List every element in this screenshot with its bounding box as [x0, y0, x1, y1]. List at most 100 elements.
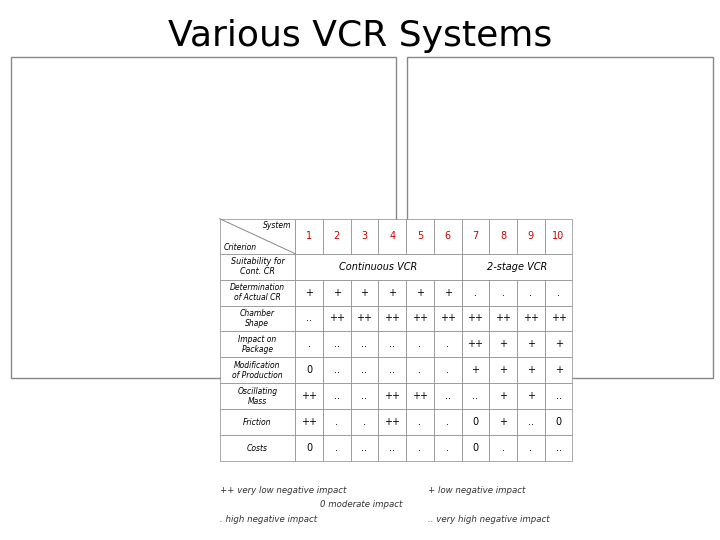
Text: .. very high negative impact: .. very high negative impact	[428, 515, 550, 524]
Text: ++: ++	[384, 314, 400, 323]
Bar	[517, 383, 545, 409]
Text: 10: 10	[552, 231, 564, 241]
Text: .: .	[529, 288, 532, 298]
Text: ++: ++	[467, 314, 483, 323]
Text: ++: ++	[495, 314, 511, 323]
Text: +: +	[361, 288, 369, 298]
Bar	[295, 383, 323, 409]
Text: 6: 6	[444, 231, 451, 241]
Bar	[462, 219, 490, 254]
Text: 9: 9	[528, 231, 534, 241]
Text: 0: 0	[472, 443, 479, 453]
Bar	[379, 280, 406, 306]
Text: ++: ++	[523, 314, 539, 323]
Bar	[295, 332, 323, 357]
Bar	[220, 332, 295, 357]
Bar	[295, 280, 323, 306]
Text: +: +	[554, 340, 562, 349]
Bar	[406, 409, 433, 435]
Bar	[433, 219, 462, 254]
Bar	[462, 306, 490, 332]
Text: .: .	[446, 443, 449, 453]
Text: ++: ++	[412, 314, 428, 323]
Bar	[406, 306, 433, 332]
Bar	[351, 409, 379, 435]
Text: +: +	[305, 288, 313, 298]
Text: +: +	[499, 392, 507, 401]
Bar	[406, 435, 433, 461]
Text: ..: ..	[472, 392, 478, 401]
Text: ..: ..	[390, 340, 395, 349]
Text: .: .	[418, 417, 421, 427]
Text: .: .	[418, 443, 421, 453]
Text: ..: ..	[556, 443, 562, 453]
Bar	[490, 306, 517, 332]
Bar	[220, 357, 295, 383]
Text: ++: ++	[467, 340, 483, 349]
Text: ++: ++	[301, 417, 317, 427]
Bar	[406, 383, 433, 409]
Bar	[323, 435, 351, 461]
Bar	[462, 254, 572, 280]
Text: Friction: Friction	[243, 417, 271, 427]
Bar	[517, 306, 545, 332]
Text: Determination
of Actual CR: Determination of Actual CR	[230, 283, 285, 302]
Text: +: +	[527, 340, 535, 349]
Bar	[379, 219, 406, 254]
Text: Criterion: Criterion	[223, 242, 256, 252]
Bar	[379, 435, 406, 461]
Bar	[490, 219, 517, 254]
Bar	[406, 280, 433, 306]
Text: +: +	[499, 417, 507, 427]
Bar	[406, 357, 433, 383]
Bar	[323, 409, 351, 435]
Bar	[295, 254, 462, 280]
Text: Chamber
Shape: Chamber Shape	[240, 309, 275, 328]
Bar	[544, 219, 572, 254]
Text: 3: 3	[361, 231, 368, 241]
Text: .: .	[446, 417, 449, 427]
Text: .: .	[446, 366, 449, 375]
Bar	[462, 357, 490, 383]
Bar	[544, 435, 572, 461]
Text: ++: ++	[329, 314, 345, 323]
Bar	[462, 383, 490, 409]
Text: 7: 7	[472, 231, 479, 241]
Bar	[433, 280, 462, 306]
Text: +: +	[444, 288, 451, 298]
Bar	[220, 219, 295, 254]
Text: Continuous VCR: Continuous VCR	[339, 262, 418, 272]
Text: 0: 0	[555, 417, 562, 427]
Bar	[379, 409, 406, 435]
Text: ++: ++	[356, 314, 372, 323]
Bar	[433, 409, 462, 435]
Bar	[295, 357, 323, 383]
Text: +: +	[554, 366, 562, 375]
Bar	[490, 409, 517, 435]
Bar	[379, 306, 406, 332]
Text: +: +	[388, 288, 396, 298]
Bar	[351, 435, 379, 461]
Bar	[462, 435, 490, 461]
Text: ..: ..	[361, 340, 367, 349]
Bar	[323, 219, 351, 254]
Bar	[220, 280, 295, 306]
Text: +: +	[527, 392, 535, 401]
Bar	[544, 357, 572, 383]
Text: .: .	[418, 340, 421, 349]
Text: ++: ++	[412, 392, 428, 401]
Bar	[220, 254, 295, 280]
Text: +: +	[416, 288, 424, 298]
Bar	[323, 306, 351, 332]
Text: +: +	[499, 340, 507, 349]
Bar	[490, 383, 517, 409]
Text: System: System	[263, 221, 292, 231]
Bar	[517, 357, 545, 383]
Bar	[544, 306, 572, 332]
Text: ++ very low negative impact: ++ very low negative impact	[220, 486, 346, 495]
Text: Impact on
Package: Impact on Package	[238, 335, 276, 354]
Bar	[544, 409, 572, 435]
Bar	[220, 383, 295, 409]
Text: 0: 0	[472, 417, 479, 427]
Bar	[379, 357, 406, 383]
